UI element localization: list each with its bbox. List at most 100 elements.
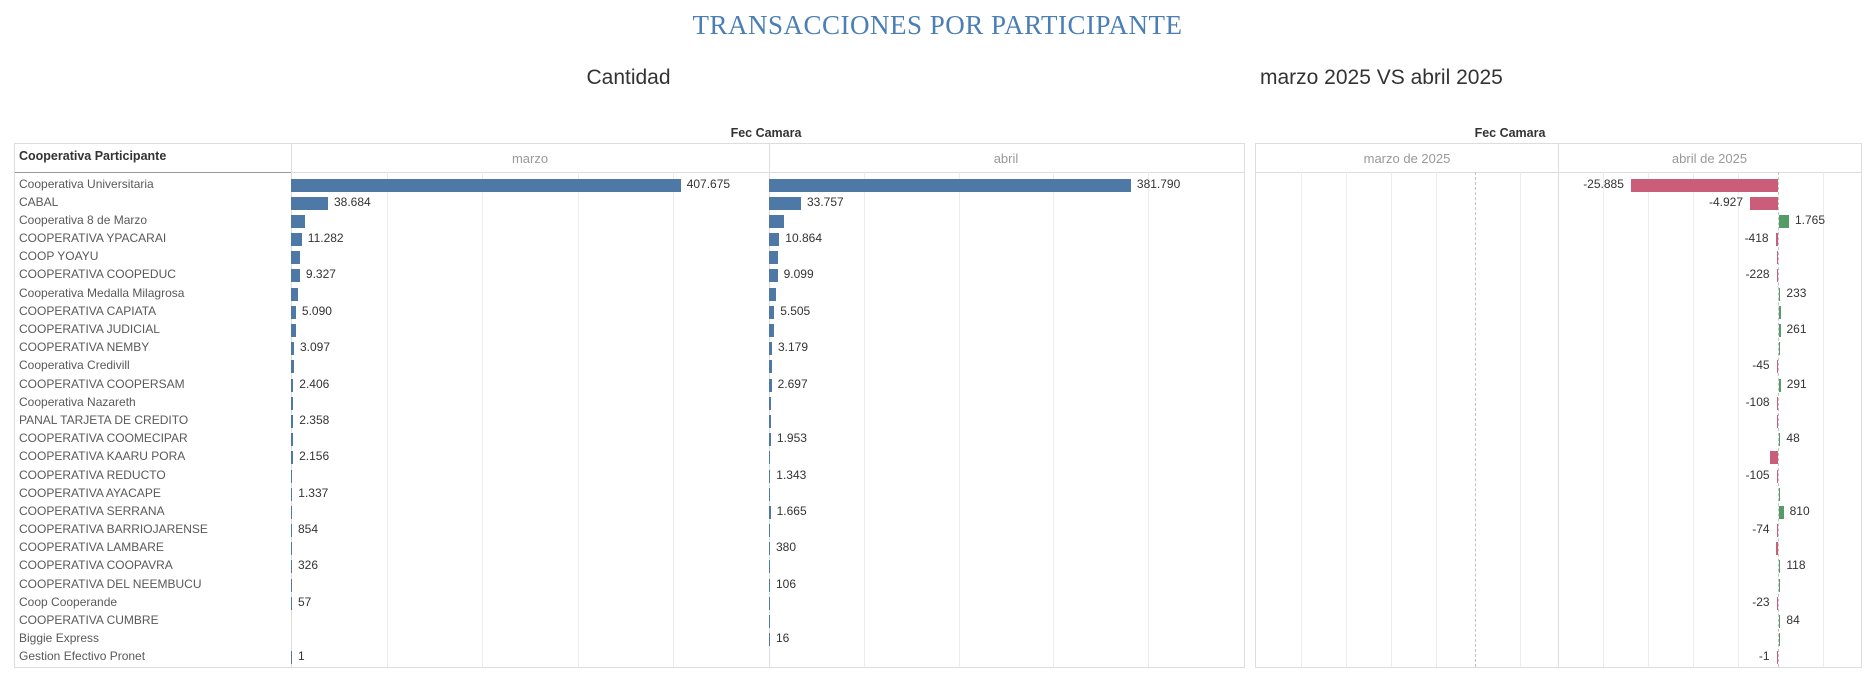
diff-bar-positive[interactable]: [1779, 487, 1781, 501]
diff-bar-negative[interactable]: [1776, 360, 1778, 374]
abril-bar[interactable]: [769, 542, 770, 556]
marzo-bar[interactable]: [291, 360, 294, 374]
abril-bar[interactable]: [769, 614, 770, 628]
marzo-bar[interactable]: [291, 324, 296, 337]
row-label[interactable]: COOPERATIVA CUMBRE: [19, 612, 159, 627]
row-label[interactable]: Cooperativa Credivill: [19, 358, 130, 373]
abril-bar[interactable]: [769, 324, 774, 337]
row-label[interactable]: COOPERATIVA AYACAPE: [19, 485, 161, 500]
abril-bar[interactable]: [769, 233, 780, 247]
diff-bar-positive[interactable]: [1779, 633, 1781, 647]
row-label[interactable]: COOPERATIVA BARRIOJARENSE: [19, 522, 208, 536]
row-label[interactable]: PANAL TARJETA DE CREDITO: [19, 412, 189, 427]
marzo-bar[interactable]: [291, 214, 305, 228]
abril-bar[interactable]: [769, 342, 772, 356]
marzo-bar[interactable]: [291, 596, 292, 610]
marzo-bar[interactable]: [291, 651, 292, 665]
marzo-bar[interactable]: [291, 560, 292, 574]
abril-bar[interactable]: [769, 633, 770, 647]
abril-bar[interactable]: [769, 578, 770, 592]
abril-bar[interactable]: [769, 451, 770, 465]
abril-bar[interactable]: [769, 560, 770, 574]
row-label[interactable]: CABAL: [19, 194, 59, 209]
abril-bar[interactable]: [769, 269, 778, 283]
abril-bar[interactable]: [769, 524, 770, 537]
diff-bar-positive[interactable]: [1779, 560, 1781, 574]
marzo-bar[interactable]: [291, 287, 298, 301]
diff-bar-negative[interactable]: [1776, 651, 1778, 665]
row-label[interactable]: COOPERATIVA DEL NEEMBUCU: [19, 576, 202, 591]
row-label[interactable]: COOPERATIVA JUDICIAL: [19, 322, 160, 336]
marzo-bar[interactable]: [291, 305, 296, 319]
row-label[interactable]: COOPERATIVA LAMBARE: [19, 540, 164, 555]
diff-bar-positive[interactable]: [1779, 342, 1781, 356]
row-label[interactable]: Cooperativa 8 de Marzo: [19, 212, 148, 227]
marzo-bar[interactable]: [291, 414, 294, 428]
diff-bar-negative[interactable]: [1776, 269, 1778, 283]
row-label[interactable]: COOPERATIVA COOMECIPAR: [19, 431, 188, 446]
row-label[interactable]: Cooperativa Medalla Milagrosa: [19, 285, 185, 300]
row-label[interactable]: COOPERATIVA COOPAVRA: [19, 558, 173, 573]
row-label[interactable]: Cooperativa Universitaria: [19, 176, 154, 191]
marzo-bar[interactable]: [291, 524, 292, 537]
marzo-bar[interactable]: [291, 487, 293, 501]
row-label[interactable]: Biggie Express: [19, 631, 100, 646]
marzo-bar[interactable]: [291, 542, 292, 556]
abril-bar[interactable]: [769, 251, 778, 265]
row-label[interactable]: COOPERATIVA SERRANA: [19, 503, 165, 518]
diff-bar-negative[interactable]: [1775, 542, 1778, 556]
diff-bar-positive[interactable]: [1779, 324, 1781, 337]
row-label[interactable]: COOPERATIVA COOPERSAM: [19, 376, 185, 391]
diff-bar-negative[interactable]: [1776, 396, 1778, 410]
row-label[interactable]: COOPERATIVA CAPIATA: [19, 303, 157, 318]
row-label[interactable]: COOPERATIVA COOPEDUC: [19, 267, 176, 282]
row-label[interactable]: COOPERATIVA REDUCTO: [19, 467, 166, 482]
diff-bar-positive[interactable]: [1779, 578, 1781, 592]
diff-bar-negative[interactable]: [1776, 251, 1778, 265]
marzo-bar[interactable]: [291, 433, 293, 447]
marzo-bar[interactable]: [291, 196, 328, 210]
diff-bar-positive[interactable]: [1779, 287, 1781, 301]
marzo-bar[interactable]: [291, 251, 301, 265]
abril-bar[interactable]: [769, 433, 771, 447]
row-label[interactable]: Coop Cooperande: [19, 594, 118, 609]
abril-bar[interactable]: [769, 396, 772, 410]
row-label[interactable]: COOPERATIVA KAARU PORA: [19, 449, 186, 464]
marzo-bar[interactable]: [291, 178, 681, 192]
abril-bar[interactable]: [769, 505, 771, 519]
diff-bar-positive[interactable]: [1779, 378, 1781, 392]
abril-bar[interactable]: [769, 596, 770, 610]
diff-bar-negative[interactable]: [1750, 196, 1778, 210]
diff-bar-negative[interactable]: [1775, 233, 1778, 247]
row-label[interactable]: Gestion Efectivo Pronet: [19, 649, 146, 664]
row-label[interactable]: COOPERATIVA NEMBY: [19, 340, 150, 355]
diff-bar-negative[interactable]: [1776, 469, 1778, 483]
abril-bar[interactable]: [769, 214, 785, 228]
abril-bar[interactable]: [769, 378, 772, 392]
abril-bar[interactable]: [769, 469, 771, 483]
marzo-bar[interactable]: [291, 233, 302, 247]
diff-bar-positive[interactable]: [1779, 214, 1789, 228]
diff-bar-negative[interactable]: [1776, 596, 1778, 610]
diff-bar-negative[interactable]: [1776, 414, 1778, 428]
diff-bar-negative[interactable]: [1630, 178, 1778, 192]
abril-bar[interactable]: [769, 360, 772, 374]
diff-bar-positive[interactable]: [1779, 614, 1781, 628]
diff-bar-positive[interactable]: [1779, 305, 1782, 319]
diff-bar-positive[interactable]: [1779, 433, 1781, 447]
row-label[interactable]: COOP YOAYU: [19, 249, 99, 264]
marzo-bar[interactable]: [291, 269, 300, 283]
diff-bar-positive[interactable]: [1779, 505, 1784, 519]
row-label[interactable]: COOPERATIVA YPACARAI: [19, 231, 167, 246]
abril-bar[interactable]: [769, 287, 776, 301]
marzo-bar[interactable]: [291, 378, 294, 392]
marzo-bar[interactable]: [291, 505, 292, 519]
diff-bar-negative[interactable]: [1770, 451, 1778, 465]
abril-bar[interactable]: [769, 487, 771, 501]
marzo-bar[interactable]: [291, 342, 294, 356]
marzo-bar[interactable]: [291, 578, 292, 592]
abril-bar[interactable]: [769, 196, 801, 210]
marzo-bar[interactable]: [291, 396, 294, 410]
marzo-bar[interactable]: [291, 469, 293, 483]
diff-bar-negative[interactable]: [1776, 524, 1778, 537]
